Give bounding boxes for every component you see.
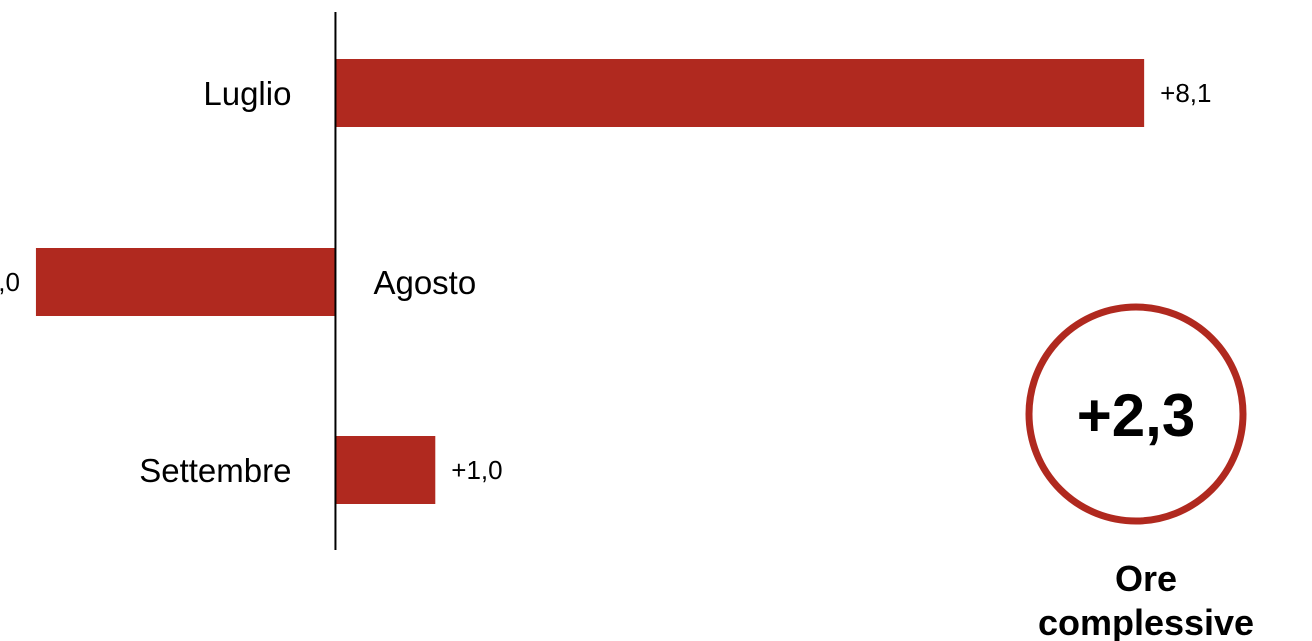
category-label-agosto: Agosto xyxy=(373,264,476,301)
category-label-luglio: Luglio xyxy=(203,75,291,112)
value-label-settembre: +1,0 xyxy=(451,455,502,485)
category-label-settembre: Settembre xyxy=(139,452,291,489)
bars-layer xyxy=(35,59,1145,504)
summary-caption-line2: complessive xyxy=(1038,602,1254,641)
summary-value: +2,3 xyxy=(1077,382,1195,449)
bar-agosto xyxy=(35,248,336,316)
summary-caption-line1: Ore xyxy=(1115,558,1177,599)
summary-circle xyxy=(1025,303,1247,525)
value-label-agosto: -3,0 xyxy=(0,267,20,297)
bar-settembre xyxy=(335,436,436,504)
bar-luglio xyxy=(335,59,1145,127)
labels-layer: Luglio +8,1 Agosto -3,0 Settembre +1,0 xyxy=(0,75,1211,489)
value-label-luglio: +8,1 xyxy=(1160,78,1211,108)
